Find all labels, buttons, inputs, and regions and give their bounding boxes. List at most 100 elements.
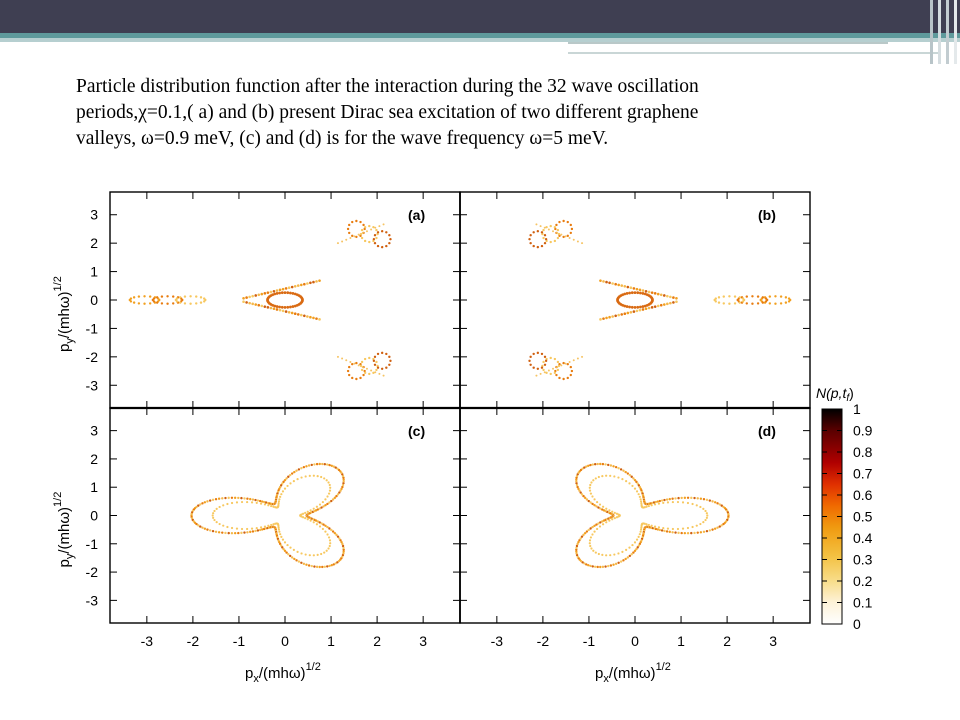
distribution-wing-dot — [318, 279, 321, 282]
distribution-trefoil-dot — [605, 554, 608, 557]
distribution-trefoil-dot — [696, 531, 699, 534]
distribution-wing-dot — [662, 294, 666, 297]
distribution-loop-dot — [625, 292, 629, 295]
distribution-trefoil-dot — [633, 549, 637, 553]
distribution-cluster-dot — [717, 301, 721, 304]
distribution-cluster-dot — [376, 366, 380, 369]
distribution-cluster-dot — [336, 355, 339, 358]
distribution-trefoil-dot — [341, 542, 344, 546]
distribution-trefoil-dot — [720, 504, 723, 507]
distribution-wing-dot — [245, 296, 248, 299]
distribution-wing-dot — [623, 312, 627, 315]
distribution-trefoil-dot — [601, 505, 605, 508]
distribution-trefoil-dot — [589, 564, 592, 568]
distribution-trefoil-dot — [681, 501, 685, 504]
distribution-trefoil-dot — [312, 554, 315, 557]
distribution-wing-dot — [647, 290, 651, 294]
distribution-trefoil-dot — [614, 465, 618, 469]
distribution-trefoil-dot — [283, 541, 287, 544]
distribution-cluster-dot — [751, 295, 754, 298]
distribution-cluster-dot — [532, 244, 535, 248]
distribution-trefoil-dot — [342, 546, 345, 550]
distribution-trefoil-dot — [611, 518, 614, 521]
distribution-trefoil-dot — [328, 489, 332, 492]
distribution-trefoil-dot — [235, 527, 239, 530]
distribution-loop-dot — [291, 305, 295, 308]
distribution-trefoil-dot — [722, 522, 725, 526]
distribution-trefoil-dot — [604, 565, 607, 568]
x-tick-label: -1 — [583, 633, 596, 649]
distribution-trefoil-dot — [235, 501, 239, 504]
distribution-trefoil-dot — [658, 528, 662, 532]
distribution-trefoil-dot — [625, 479, 628, 483]
distribution-wing-dot — [306, 315, 309, 318]
distribution-trefoil-dot — [230, 531, 234, 535]
distribution-loop-dot — [283, 305, 287, 309]
distribution-trefoil-dot — [583, 531, 587, 535]
distribution-wing-dot — [296, 313, 300, 316]
distribution-trefoil-dot — [251, 530, 255, 533]
distribution-trefoil-dot — [591, 502, 594, 506]
distribution-trefoil-dot — [645, 523, 648, 526]
distribution-wing-dot — [260, 304, 264, 308]
distribution-cluster-dot — [532, 352, 535, 356]
slide-corner-stripe — [954, 0, 957, 64]
distribution-trefoil-dot — [647, 504, 650, 508]
distribution-wing-dot — [257, 293, 261, 297]
distribution-trefoil-dot — [321, 462, 324, 466]
distribution-wing-dot — [675, 296, 678, 300]
distribution-trefoil-dot — [708, 529, 712, 532]
distribution-cluster-dot — [143, 295, 146, 298]
distribution-cluster-dot — [529, 241, 532, 245]
distribution-trefoil-dot — [240, 500, 244, 504]
distribution-cluster-dot — [536, 367, 540, 370]
distribution-wing-dot — [672, 301, 675, 304]
distribution-trefoil-dot — [598, 525, 602, 528]
distribution-cluster-dot — [373, 363, 377, 366]
distribution-trefoil-dot — [597, 475, 600, 479]
distribution-wing-dot — [614, 282, 617, 286]
slide-corner-stripe — [946, 0, 949, 64]
distribution-cluster-dot — [547, 228, 550, 231]
distribution-cluster-dot — [357, 233, 360, 236]
distribution-wing-dot — [300, 283, 303, 287]
distribution-trefoil-dot — [237, 496, 240, 500]
distribution-trefoil-dot — [665, 498, 669, 501]
distribution-trefoil-dot — [201, 502, 204, 505]
distribution-trefoil-dot — [313, 463, 316, 466]
distribution-trefoil-dot — [302, 465, 306, 469]
distribution-trefoil-dot — [600, 508, 604, 511]
distribution-cluster-dot — [336, 242, 339, 245]
distribution-loop-dot — [633, 291, 637, 295]
distribution-trefoil-dot — [593, 530, 596, 533]
distribution-trefoil-dot — [589, 463, 592, 467]
distribution-trefoil-dot — [588, 539, 592, 542]
distribution-cluster-dot — [359, 220, 362, 224]
distribution-trefoil-dot — [315, 523, 319, 526]
distribution-trefoil-dot — [322, 505, 325, 508]
distribution-trefoil-dot — [662, 527, 665, 530]
distribution-trefoil-dot — [312, 474, 315, 477]
distribution-trefoil-dot — [336, 467, 339, 470]
distribution-wing-dot — [296, 284, 300, 287]
distribution-trefoil-dot — [711, 528, 714, 531]
distribution-cluster-dot — [345, 359, 348, 362]
distribution-cluster-dot — [529, 234, 532, 237]
distribution-trefoil-dot — [691, 525, 694, 529]
distribution-trefoil-dot — [665, 530, 669, 533]
distribution-cluster-dot — [722, 302, 725, 305]
distribution-trefoil-dot — [597, 522, 600, 525]
distribution-loop-dot — [291, 292, 295, 295]
distribution-wing-dot — [272, 307, 276, 311]
distribution-trefoil-dot — [315, 505, 319, 508]
distribution-trefoil-dot — [243, 497, 246, 500]
distribution-wing-dot — [248, 295, 251, 299]
distribution-trefoil-dot — [327, 536, 331, 539]
distribution-trefoil-dot — [287, 553, 290, 556]
distribution-cluster-dot — [581, 355, 584, 358]
distribution-wing-dot — [666, 302, 669, 306]
distribution-loop-dot — [639, 305, 642, 309]
distribution-cluster-dot — [556, 366, 559, 369]
distribution-wing-dot — [641, 289, 645, 292]
x-axis-label: px/(mhω)1/2 — [595, 661, 671, 685]
